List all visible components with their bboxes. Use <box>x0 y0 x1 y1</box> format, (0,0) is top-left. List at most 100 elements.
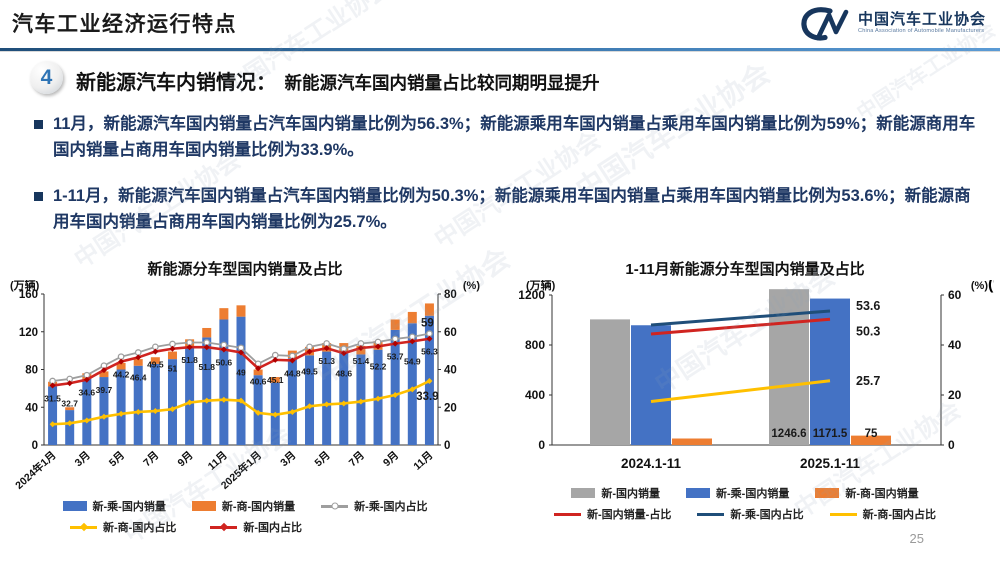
line-marker-diamond <box>49 421 56 428</box>
page-number: 25 <box>909 531 924 546</box>
line-marker-circle <box>134 349 142 356</box>
line-marker-diamond <box>340 400 347 407</box>
legend-label: 新-乘-国内占比 <box>354 501 428 513</box>
x-tick-label: 2024年1月 <box>13 449 59 492</box>
logo-name-cn: 中国汽车工业协会 <box>857 11 986 29</box>
y-tick-right: 0 <box>948 438 955 452</box>
line-marker-diamond <box>272 411 279 418</box>
bar-value-label: 75 <box>865 428 878 440</box>
line-marker-diamond <box>238 397 244 404</box>
line-marker-diamond <box>375 343 382 350</box>
line-marker-diamond <box>152 408 159 415</box>
axis-unit-right: (%) <box>463 280 480 292</box>
bar-commercial <box>407 311 417 324</box>
legend-marker-icon <box>331 502 339 510</box>
section-heading: 新能源汽车内销情况： <box>76 72 276 94</box>
section-number-badge: 4 <box>30 61 63 94</box>
y-tick-right: 80 <box>444 289 457 301</box>
y-tick-left: 0 <box>32 440 38 452</box>
legend-row: 新-国内销量 新-乘-国内销量 新-商-国内销量 <box>496 485 994 501</box>
bar-commercial <box>219 308 229 320</box>
legend-bar-swatch-icon <box>686 488 710 498</box>
point-label: 54.9 <box>404 356 421 366</box>
point-label: 44.2 <box>113 370 130 380</box>
line-marker-diamond <box>118 410 125 417</box>
bar-新-商-国内销量 <box>672 438 712 445</box>
legend-item: 新-国内占比 <box>210 519 302 535</box>
line-marker-diamond <box>306 348 313 355</box>
legend-label: 新-国内占比 <box>243 522 302 534</box>
point-label: 51.3 <box>318 356 335 366</box>
chart-monthly-plot: 0 40 80 120 160 0 20 40 60 80 (万辆) (%) 2024年1月 3月 5月 7月… <box>10 280 480 492</box>
bar-passenger <box>407 323 417 445</box>
line-marker-diamond <box>203 397 210 404</box>
legend-line-swatch-icon <box>554 512 581 516</box>
legend-label: 新-乘-国内销量 <box>716 488 790 500</box>
y-tick-right: 20 <box>948 388 962 402</box>
legend-label: 新-商-国内占比 <box>103 522 177 534</box>
bar-commercial <box>65 407 75 411</box>
line-marker-diamond <box>220 396 227 403</box>
y-tick-right: 60 <box>948 288 962 302</box>
bar-passenger <box>48 386 58 445</box>
line-marker-diamond <box>118 358 125 365</box>
legend-line-swatch-icon <box>321 502 349 510</box>
legend-line-swatch-icon <box>210 522 238 532</box>
y-tick-left: 160 <box>19 289 38 301</box>
bar-commercial <box>270 377 280 383</box>
line-marker-diamond <box>83 376 90 383</box>
bullet-list: 11月，新能源汽车国内销量占汽车国内销量比例为56.3%；新能源乘用车国内销量占… <box>34 112 978 256</box>
line-marker-diamond <box>272 356 279 363</box>
chart-ytd-nev-sales: 1-11月新能源分车型国内销量及占比 0 400 800 1200 0 20 40 60 (万辆… <box>496 258 994 522</box>
bar-passenger <box>133 365 143 445</box>
y-tick-left: 0 <box>538 438 545 452</box>
end-label: 50.3 <box>856 324 880 338</box>
bar-commercial <box>99 371 109 378</box>
chart-ytd-title: 1-11月新能源分车型国内销量及占比 <box>625 261 865 278</box>
bar-passenger <box>339 351 349 445</box>
bar-commercial <box>390 319 400 330</box>
y-tick-left: 800 <box>525 338 545 352</box>
axis-unit-right: (%) <box>971 280 988 292</box>
legend-label: 新-国内销量 <box>601 488 660 500</box>
point-label: 31.5 <box>44 394 61 404</box>
legend-marker-icon <box>79 522 88 532</box>
line-marker-diamond <box>186 399 193 406</box>
y-tick-right: 40 <box>948 338 962 352</box>
legend-bar-swatch-icon <box>191 501 216 511</box>
bar-新-乘-国内销量 <box>810 298 850 445</box>
bar-passenger <box>236 316 246 445</box>
y-tick-left: 40 <box>25 402 38 414</box>
line-marker-diamond <box>409 338 416 345</box>
line-marker-diamond <box>426 378 433 385</box>
bullet-item: 11月，新能源汽车国内销量占汽车国内销量比例为56.3%；新能源乘用车国内销量占… <box>34 112 978 163</box>
bar-passenger <box>305 355 315 445</box>
line-marker-diamond <box>66 420 73 427</box>
line-marker-diamond <box>135 354 142 361</box>
point-label: 48.6 <box>336 368 353 378</box>
point-label: 44.8 <box>284 368 301 378</box>
line-marker-diamond <box>289 357 296 364</box>
legend-row: 新-乘-国内销量 新-商-国内销量 新-乘-国内占比 <box>8 498 482 514</box>
y-tick-right: 60 <box>444 327 457 339</box>
end-label: 53.6 <box>856 299 880 313</box>
point-label: 32.7 <box>61 398 78 408</box>
point-label: 49.5 <box>301 367 318 377</box>
point-label: 39.7 <box>96 385 113 395</box>
point-label: 34.6 <box>79 388 96 398</box>
bullet-item: 1-11月，新能源汽车国内销量占汽车国内销量比例为50.3%；新能源乘用车国内销… <box>34 184 978 235</box>
x-tick-label: 7月 <box>347 449 367 469</box>
legend-line-swatch-icon <box>829 512 857 516</box>
legend-item: 新-商-国内占比 <box>829 506 936 522</box>
line-marker-diamond <box>186 344 193 351</box>
bullet-square-icon <box>34 120 43 129</box>
chart-monthly-title: 新能源分车型国内销量及占比 <box>147 261 343 278</box>
legend-label: 新-乘-国内占比 <box>730 509 804 521</box>
line-marker-diamond <box>426 335 433 342</box>
point-label: 51.8 <box>198 362 215 372</box>
x-category-label: 2024.1-11 <box>621 456 682 471</box>
legend-item: 新-乘-国内占比 <box>697 506 804 522</box>
line-marker-diamond <box>220 346 227 353</box>
line-marker-diamond <box>100 367 107 374</box>
bar-passenger <box>150 363 160 445</box>
